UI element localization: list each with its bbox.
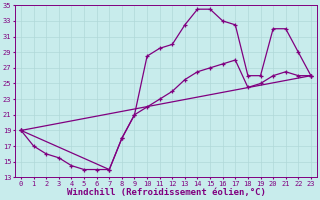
X-axis label: Windchill (Refroidissement éolien,°C): Windchill (Refroidissement éolien,°C) xyxy=(67,188,265,197)
